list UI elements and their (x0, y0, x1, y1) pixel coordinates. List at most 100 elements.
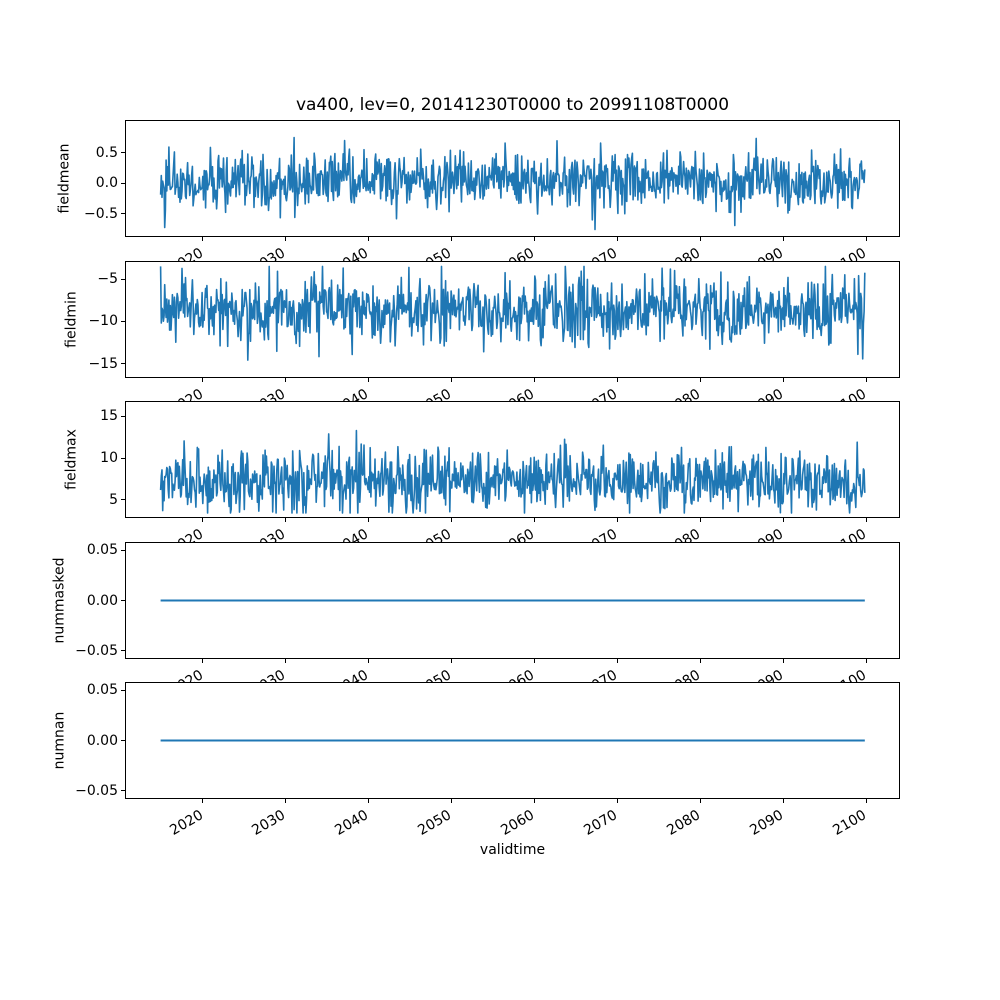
line-series-fieldmin (159, 265, 866, 361)
x-tick-mark (533, 659, 535, 663)
plot-area-fieldmean (159, 136, 866, 231)
y-axis-label-numnan: numnan (51, 711, 68, 770)
y-tick-label: 10 (100, 450, 118, 466)
x-tick-mark (616, 799, 618, 803)
x-tick-mark (533, 799, 535, 803)
y-tick-label: 5 (109, 491, 118, 508)
x-axis-label: validtime (479, 842, 546, 858)
x-tick-label-row: 2020 2030 2040 2050 2060 2070 2080 2090 2100 (125, 799, 900, 841)
y-tick-mark (121, 499, 125, 501)
y-tick-mark (121, 415, 125, 417)
x-tick-mark (450, 799, 452, 803)
x-tick-mark (367, 659, 369, 663)
y-tick-mark (121, 182, 125, 184)
x-tick-mark (782, 659, 784, 663)
y-tick-label: 0.0 (95, 175, 118, 192)
x-tick-mark (699, 518, 701, 522)
y-tick-mark (121, 320, 125, 322)
y-tick-mark (121, 549, 125, 551)
y-tick-mark (121, 152, 125, 153)
y-tick-mark (121, 790, 125, 792)
x-tick-label: 2100 (830, 807, 870, 839)
plot-area-numnan (160, 739, 865, 742)
y-tick-label: −0.05 (75, 642, 118, 659)
x-tick-mark (284, 237, 286, 241)
x-tick-label: 2030 (249, 807, 289, 839)
x-tick-mark (450, 378, 452, 382)
y-tick-mark (121, 363, 125, 365)
y-tick-mark (121, 213, 125, 215)
y-tick-label: −5 (97, 271, 118, 288)
x-tick-mark (699, 799, 701, 803)
x-tick-mark (201, 378, 203, 382)
x-tick-mark (865, 237, 867, 241)
y-axis-label-fieldmin: fieldmin (63, 291, 80, 348)
plot-area-nummasked (160, 599, 865, 602)
x-tick-mark (450, 237, 452, 241)
x-tick-mark (533, 237, 535, 241)
subplot-numnan (125, 682, 900, 799)
x-tick-mark (782, 237, 784, 241)
x-tick-mark (367, 378, 369, 382)
x-tick-mark (450, 518, 452, 522)
y-tick-mark (121, 600, 125, 601)
x-tick-mark (699, 237, 701, 241)
y-tick-mark (121, 457, 125, 459)
x-tick-mark (533, 378, 535, 382)
x-tick-mark (616, 237, 618, 241)
x-tick-mark (782, 378, 784, 382)
x-tick-mark (865, 518, 867, 522)
x-tick-label: 2060 (498, 807, 538, 839)
x-tick-mark (699, 378, 701, 382)
plot-area-fieldmin (159, 265, 866, 361)
x-tick-mark (284, 378, 286, 382)
x-tick-mark (201, 237, 203, 241)
x-tick-mark (450, 659, 452, 663)
x-tick-label: 2040 (332, 807, 372, 839)
x-tick-mark (865, 799, 867, 803)
x-tick-mark (782, 799, 784, 803)
y-tick-label: 0.05 (86, 682, 118, 699)
x-tick-mark (367, 799, 369, 803)
x-tick-mark (616, 518, 618, 522)
y-tick-mark (121, 689, 125, 691)
subplot-fieldmin (125, 261, 900, 378)
x-tick-mark (284, 799, 286, 803)
y-tick-label: 0.5 (95, 144, 118, 161)
x-tick-mark (865, 378, 867, 382)
subplot-nummasked (125, 542, 900, 659)
y-tick-label: 0.00 (86, 592, 118, 609)
x-tick-label: 2090 (747, 807, 787, 839)
y-axis-label-fieldmean: fieldmean (56, 143, 73, 214)
x-tick-label: 2020 (166, 807, 206, 839)
y-tick-label: −0.05 (75, 782, 118, 799)
y-tick-label: 0.05 (86, 542, 118, 559)
x-tick-mark (201, 799, 203, 803)
x-tick-mark (201, 659, 203, 663)
subplot-fieldmax (125, 401, 900, 518)
x-tick-mark (699, 659, 701, 663)
y-axis-label-nummasked: nummasked (51, 557, 68, 644)
y-tick-label: −10 (88, 313, 118, 330)
line-series-fieldmean (159, 136, 866, 231)
y-tick-mark (121, 740, 125, 741)
x-tick-mark (616, 659, 618, 663)
subplot-fieldmean (125, 120, 900, 237)
y-tick-label: 15 (100, 408, 118, 425)
x-tick-mark (616, 378, 618, 382)
chart-title: va400, lev=0, 20141230T0000 to 20991108T… (295, 95, 730, 115)
y-tick-label: −0.5 (84, 205, 118, 222)
x-tick-mark (782, 518, 784, 522)
x-tick-mark (284, 518, 286, 522)
x-tick-label: 2050 (415, 807, 455, 839)
y-tick-label: −15 (88, 355, 118, 372)
plot-area-fieldmax (159, 429, 866, 514)
x-tick-mark (201, 518, 203, 522)
y-axis-label-fieldmax: fieldmax (63, 429, 80, 490)
y-tick-label: 0.00 (86, 732, 118, 749)
x-tick-mark (284, 659, 286, 663)
x-tick-mark (367, 518, 369, 522)
line-series-fieldmax (159, 429, 866, 514)
x-tick-label: 2080 (664, 807, 704, 839)
